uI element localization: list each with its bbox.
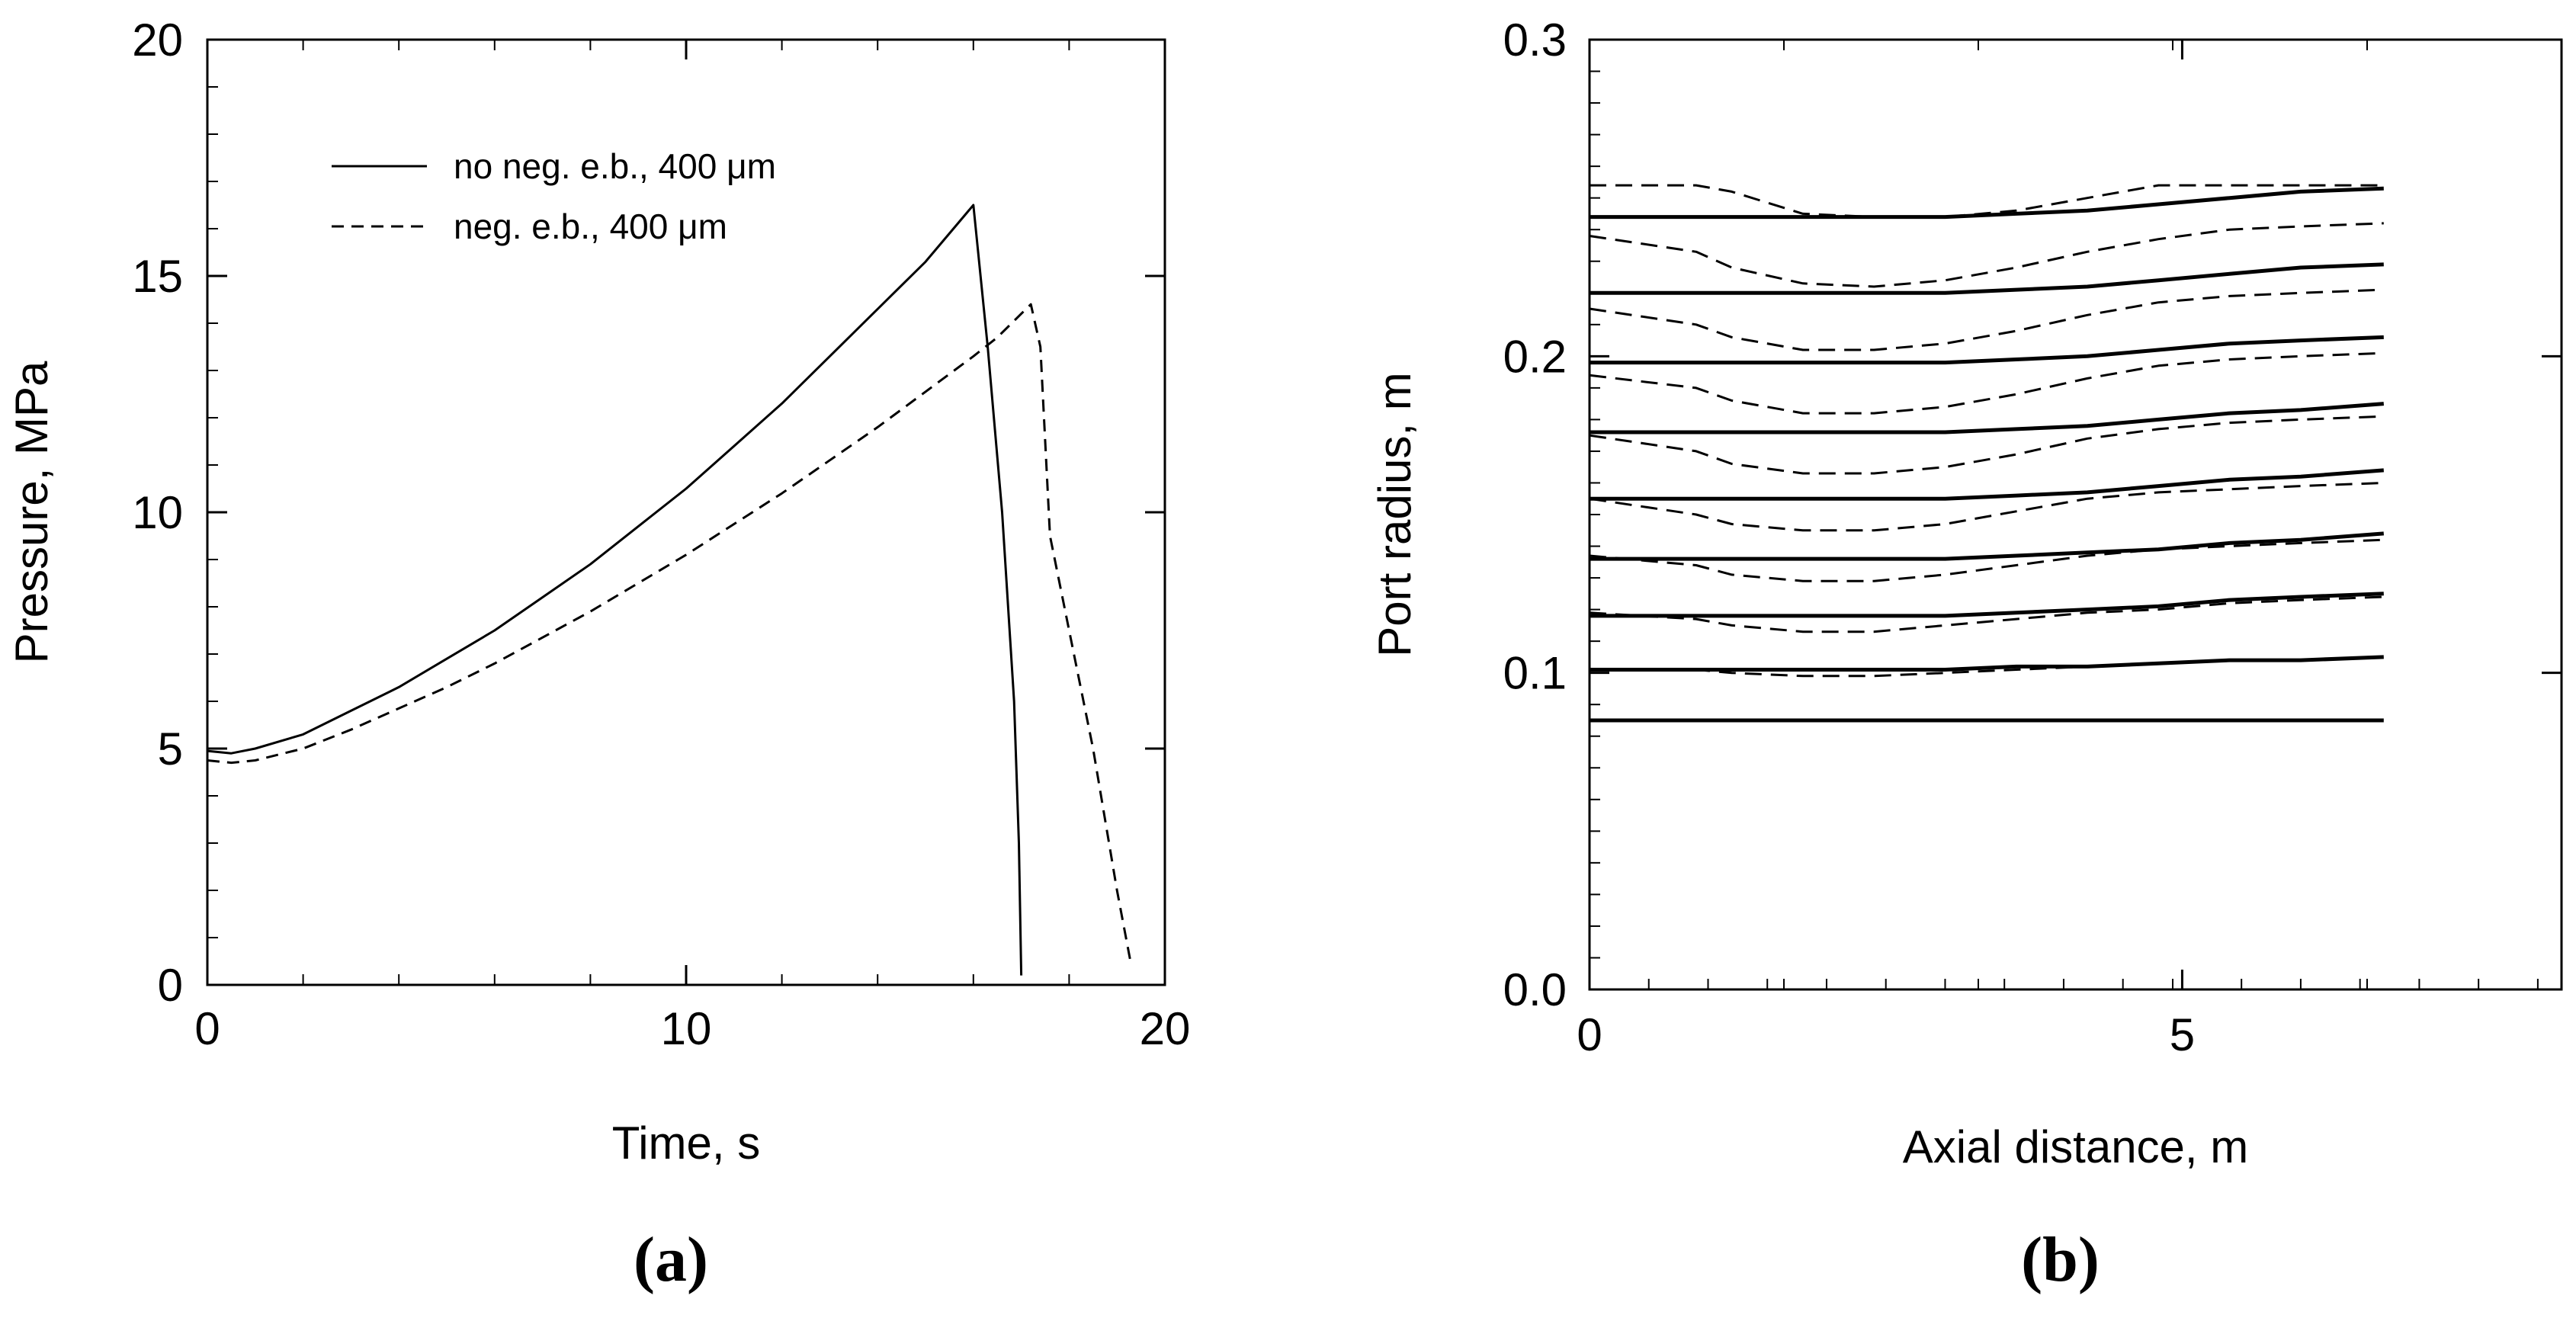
x-tick-label: 20 (1140, 1003, 1191, 1054)
x-tick-label: 0 (194, 1003, 220, 1054)
series-line-6 (1590, 402, 2384, 435)
series-line-16 (1589, 288, 2384, 351)
series-line-4 (1590, 531, 2384, 561)
chart-b: 0 5 0.0 0.1 0.2 0.3 Axial distance, m Port radi… (1369, 14, 2563, 1295)
x-axis-title: Axial distance, m (1903, 1121, 2249, 1172)
y-axis-title: Pressure, MPa (6, 361, 57, 663)
y-tick-label: 0 (158, 960, 183, 1011)
series-line-7 (1590, 335, 2384, 365)
y-tick-label: 0.1 (1503, 648, 1567, 699)
y-tick-label: 5 (158, 723, 183, 774)
x-tick-label: 5 (2170, 1009, 2195, 1060)
series-line-14 (1589, 415, 2384, 475)
y-tick-label: 0.0 (1503, 964, 1567, 1015)
series-line-11 (1589, 595, 2384, 633)
y-tick-label: 15 (132, 251, 183, 302)
y-tick-label: 0.3 (1503, 14, 1567, 66)
series-line-17 (1589, 222, 2384, 288)
series-line-15 (1589, 351, 2384, 415)
plot-frame (1588, 38, 2563, 991)
series-line-8 (1590, 262, 2384, 295)
series-line-12 (1589, 538, 2384, 582)
series-line-5 (1590, 468, 2384, 501)
x-tick-label: 0 (1577, 1009, 1602, 1060)
series-line-18 (1590, 184, 2384, 219)
series-line-3 (1590, 592, 2384, 618)
y-tick-label: 20 (132, 14, 183, 66)
chart-a: 0 10 20 0 5 10 15 20 Time, s Pressure, MPa (a) no n… (6, 14, 1190, 1295)
series-line-2 (1590, 655, 2384, 672)
x-tick-label: 10 (661, 1003, 712, 1054)
series-line-10 (1590, 656, 2384, 678)
series-line-1 (207, 204, 1023, 976)
y-tick-label: 10 (132, 487, 183, 538)
legend-label-solid: no neg. e.b., 400 μm (454, 146, 776, 186)
legend-label-dashed: neg. e.b., 400 μm (454, 207, 727, 246)
series-line-2 (207, 303, 1133, 967)
series-line-9 (1590, 186, 2384, 220)
panel-label: (a) (634, 1224, 708, 1295)
x-axis-title: Time, s (612, 1118, 760, 1169)
panel-label: (b) (2021, 1224, 2100, 1295)
y-axis-title: Port radius, m (1369, 372, 1420, 656)
series-line-13 (1589, 482, 2384, 532)
y-tick-label: 0.2 (1503, 331, 1567, 382)
